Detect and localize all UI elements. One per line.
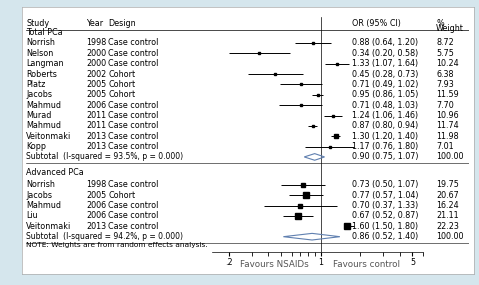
Text: Case control: Case control — [108, 201, 159, 210]
Text: Roberts: Roberts — [26, 70, 57, 79]
Text: Veitonmaki: Veitonmaki — [26, 222, 71, 231]
Text: 2013: 2013 — [86, 132, 106, 141]
Text: Norrish: Norrish — [26, 38, 55, 48]
Text: Kopp: Kopp — [26, 142, 46, 151]
Text: Case control: Case control — [108, 180, 159, 190]
Text: 2000: 2000 — [86, 59, 106, 68]
Text: 1.17 (0.76, 1.80): 1.17 (0.76, 1.80) — [352, 142, 418, 151]
Text: 20.67: 20.67 — [436, 191, 459, 200]
Text: Case control: Case control — [108, 222, 159, 231]
Text: 11.74: 11.74 — [436, 121, 459, 130]
Text: 2006: 2006 — [86, 201, 106, 210]
Text: Case control: Case control — [108, 211, 159, 221]
Text: 0.45 (0.28, 0.73): 0.45 (0.28, 0.73) — [352, 70, 418, 79]
Text: NOTE: Weights are from random effects analysis.: NOTE: Weights are from random effects an… — [26, 243, 208, 249]
Text: 2011: 2011 — [86, 111, 106, 120]
Text: Case control: Case control — [108, 101, 159, 110]
Text: Case control: Case control — [108, 59, 159, 68]
Text: 100.00: 100.00 — [436, 152, 464, 161]
Text: Case control: Case control — [108, 38, 159, 48]
Text: Jacobs: Jacobs — [26, 90, 52, 99]
Text: 0.34 (0.20, 0.58): 0.34 (0.20, 0.58) — [352, 49, 418, 58]
Text: Design: Design — [108, 19, 136, 28]
Text: 11.98: 11.98 — [436, 132, 459, 141]
Text: Norrish: Norrish — [26, 180, 55, 190]
Text: 0.90 (0.75, 1.07): 0.90 (0.75, 1.07) — [352, 152, 419, 161]
Text: Platz: Platz — [26, 80, 46, 89]
Text: 22.23: 22.23 — [436, 222, 459, 231]
Text: Murad: Murad — [26, 111, 52, 120]
Text: 1.30 (1.20, 1.40): 1.30 (1.20, 1.40) — [352, 132, 418, 141]
Text: Case control: Case control — [108, 49, 159, 58]
Text: Mahmud: Mahmud — [26, 121, 61, 130]
Text: 0.95 (0.86, 1.05): 0.95 (0.86, 1.05) — [352, 90, 418, 99]
Text: %: % — [436, 19, 444, 28]
Text: Case control: Case control — [108, 132, 159, 141]
Text: Year: Year — [86, 19, 103, 28]
Text: Mahmud: Mahmud — [26, 201, 61, 210]
Text: Favours control: Favours control — [333, 260, 400, 269]
Text: Study: Study — [26, 19, 49, 28]
Text: Case control: Case control — [108, 121, 159, 130]
Text: 0.87 (0.80, 0.94): 0.87 (0.80, 0.94) — [352, 121, 418, 130]
Text: 1.24 (1.06, 1.46): 1.24 (1.06, 1.46) — [352, 111, 418, 120]
Text: 11.59: 11.59 — [436, 90, 459, 99]
Text: 0.73 (0.50, 1.07): 0.73 (0.50, 1.07) — [352, 180, 418, 190]
Text: 0.67 (0.52, 0.87): 0.67 (0.52, 0.87) — [352, 211, 419, 221]
Text: 0.86 (0.52, 1.40): 0.86 (0.52, 1.40) — [352, 232, 418, 241]
Text: 7.70: 7.70 — [436, 101, 454, 110]
Text: 1998: 1998 — [86, 180, 106, 190]
Text: 2013: 2013 — [86, 222, 106, 231]
Text: 2005: 2005 — [86, 90, 106, 99]
Text: 2013: 2013 — [86, 142, 106, 151]
Text: 2011: 2011 — [86, 121, 106, 130]
Text: 2005: 2005 — [86, 80, 106, 89]
Text: 0.88 (0.64, 1.20): 0.88 (0.64, 1.20) — [352, 38, 418, 48]
Text: Cohort: Cohort — [108, 80, 136, 89]
Text: 2006: 2006 — [86, 211, 106, 221]
Text: Cohort: Cohort — [108, 90, 136, 99]
Text: Case control: Case control — [108, 142, 159, 151]
Text: Cohort: Cohort — [108, 191, 136, 200]
Text: 8.72: 8.72 — [436, 38, 454, 48]
Text: 10.24: 10.24 — [436, 59, 459, 68]
Text: OR (95% CI): OR (95% CI) — [352, 19, 401, 28]
Text: Total PCa: Total PCa — [26, 28, 63, 37]
Text: Advanced PCa: Advanced PCa — [26, 168, 84, 178]
Text: 1.33 (1.07, 1.64): 1.33 (1.07, 1.64) — [352, 59, 418, 68]
Text: Cohort: Cohort — [108, 70, 136, 79]
Text: Subtotal  (I-squared = 93.5%, p = 0.000): Subtotal (I-squared = 93.5%, p = 0.000) — [26, 152, 183, 161]
Text: 2002: 2002 — [86, 70, 106, 79]
Text: 6.38: 6.38 — [436, 70, 454, 79]
Text: 19.75: 19.75 — [436, 180, 459, 190]
Text: 0.77 (0.57, 1.04): 0.77 (0.57, 1.04) — [352, 191, 419, 200]
Text: 5.75: 5.75 — [436, 49, 454, 58]
Text: 100.00: 100.00 — [436, 232, 464, 241]
Text: Case control: Case control — [108, 111, 159, 120]
Text: 7.01: 7.01 — [436, 142, 454, 151]
Text: Subtotal  (I-squared = 94.2%, p = 0.000): Subtotal (I-squared = 94.2%, p = 0.000) — [26, 232, 183, 241]
Text: 0.71 (0.49, 1.02): 0.71 (0.49, 1.02) — [352, 80, 418, 89]
Text: Langman: Langman — [26, 59, 64, 68]
Text: 2005: 2005 — [86, 191, 106, 200]
Text: 7.93: 7.93 — [436, 80, 454, 89]
Text: Veitonmaki: Veitonmaki — [26, 132, 71, 141]
Text: Liu: Liu — [26, 211, 38, 221]
Text: Mahmud: Mahmud — [26, 101, 61, 110]
Text: 2006: 2006 — [86, 101, 106, 110]
Text: Jacobs: Jacobs — [26, 191, 52, 200]
Text: 10.96: 10.96 — [436, 111, 459, 120]
Text: 2000: 2000 — [86, 49, 106, 58]
Text: Nelson: Nelson — [26, 49, 54, 58]
Text: 1.60 (1.50, 1.80): 1.60 (1.50, 1.80) — [352, 222, 418, 231]
Text: 0.70 (0.37, 1.33): 0.70 (0.37, 1.33) — [352, 201, 418, 210]
Text: 0.71 (0.48, 1.03): 0.71 (0.48, 1.03) — [352, 101, 418, 110]
Text: 16.24: 16.24 — [436, 201, 459, 210]
Text: Weight: Weight — [436, 24, 464, 33]
Text: 21.11: 21.11 — [436, 211, 459, 221]
Text: Favours NSAIDs: Favours NSAIDs — [240, 260, 309, 269]
Text: 1998: 1998 — [86, 38, 106, 48]
